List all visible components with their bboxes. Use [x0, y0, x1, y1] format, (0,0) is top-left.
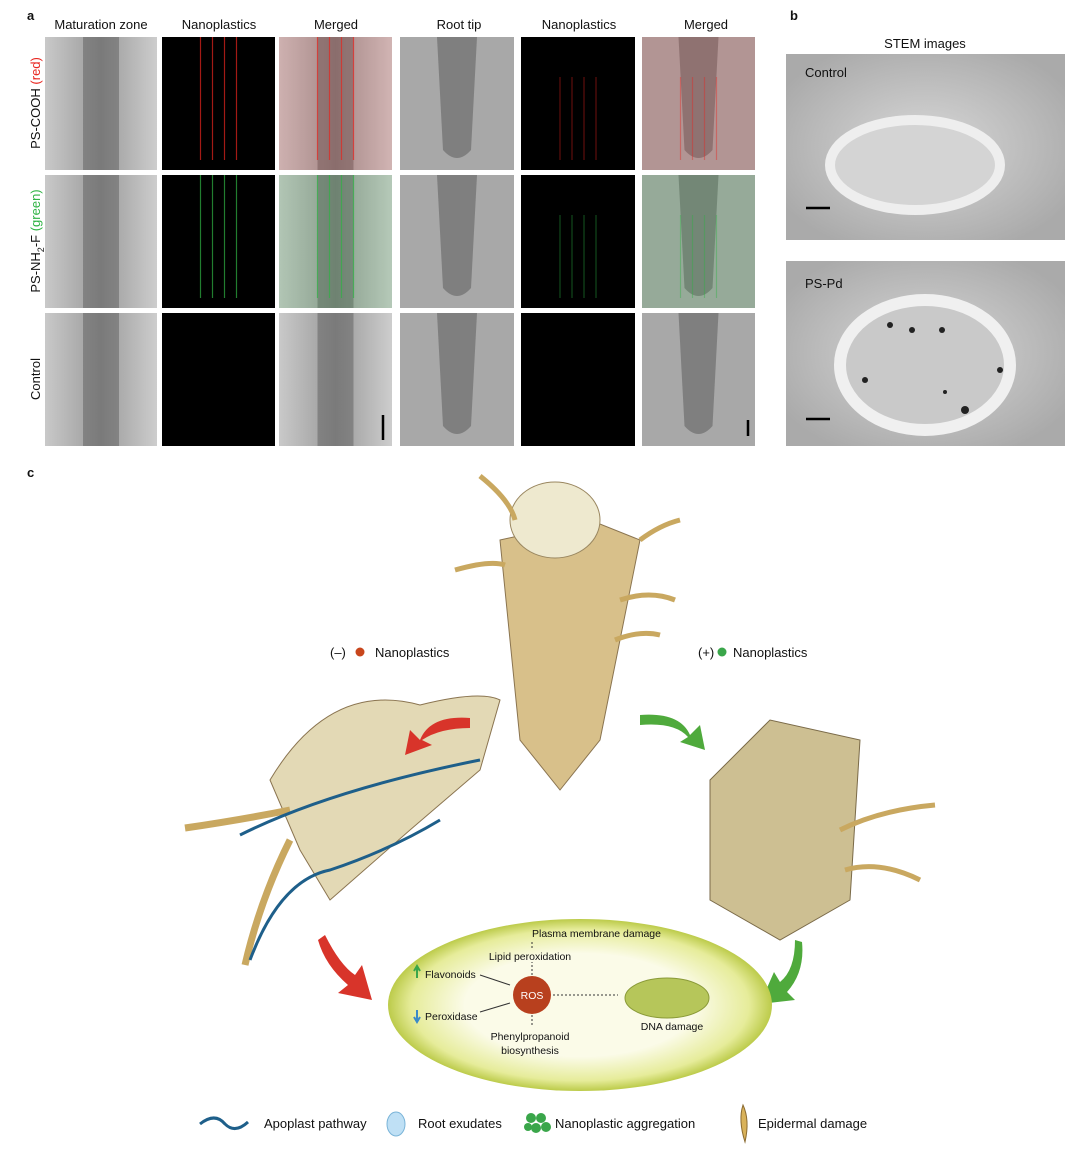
arrow — [318, 935, 372, 1000]
panel-c: c (–) Nanoplastics (+) Nanoplastics ROS … — [27, 465, 936, 1144]
column-header: Root tip — [437, 17, 482, 32]
root-hairs — [454, 474, 681, 643]
legend-label: Root exudates — [418, 1116, 502, 1131]
effect-label: Lipid peroxidation — [489, 951, 571, 963]
effect-label: Plasma membrane damage — [532, 928, 661, 940]
micrograph — [45, 37, 157, 170]
root-hairs — [838, 802, 936, 883]
panel-letter: b — [790, 8, 798, 23]
cell-outline — [825, 115, 1005, 215]
root-illustration — [709, 719, 861, 941]
panel-a: a Maturation zone Nanoplastics Merged Ro… — [27, 8, 755, 446]
micrograph — [279, 313, 392, 446]
effect-label: biosynthesis — [501, 1045, 559, 1057]
root-body — [83, 37, 119, 170]
root-body — [83, 313, 119, 446]
image-label: PS-Pd — [805, 276, 843, 291]
root-tip — [437, 175, 477, 296]
nanoplastic-dot — [355, 647, 365, 657]
panel-title: STEM images — [884, 36, 966, 51]
arrow — [405, 717, 470, 755]
column-header: Merged — [314, 17, 358, 32]
inhibit-arrows — [479, 974, 511, 1013]
legend-label: Nanoplastic aggregation — [555, 1116, 695, 1131]
nucleus — [624, 977, 710, 1019]
cell — [388, 919, 772, 1091]
nanoplastic-label: Nanoplastics — [375, 645, 450, 660]
legend-icon — [740, 1103, 748, 1144]
micrograph — [45, 175, 157, 308]
up-arrow — [413, 964, 421, 978]
pathway-arrows — [531, 940, 618, 1026]
root-illustration — [269, 695, 501, 901]
panel-letter: a — [27, 8, 35, 23]
legend-icon — [524, 1113, 551, 1133]
overlay — [279, 37, 392, 170]
legend-icon — [199, 1116, 250, 1130]
root-tip — [437, 313, 477, 434]
arrow — [640, 714, 705, 750]
column-header: Merged — [684, 17, 728, 32]
root-body — [317, 313, 354, 446]
effect-label: Phenylpropanoid — [491, 1031, 570, 1043]
root-body — [317, 175, 354, 308]
root-tip — [678, 175, 719, 296]
row-label: Control — [28, 358, 43, 400]
nanoplastic-label: Nanoplastics — [733, 645, 808, 660]
micrograph-grid — [45, 37, 755, 446]
root-hairs — [184, 806, 294, 966]
down-arrow — [413, 1010, 421, 1024]
column-header: Maturation zone — [54, 17, 147, 32]
column-header: Nanoplastics — [182, 17, 257, 32]
image-label: Control — [805, 65, 847, 80]
ros-circle — [513, 976, 551, 1014]
row-tag: (green) — [28, 189, 43, 231]
charge-sign: (+) — [698, 645, 714, 660]
arrow — [760, 940, 803, 1004]
nanoplastic-dot — [717, 647, 727, 657]
effect-label: Flavonoids — [425, 969, 476, 981]
apoplast — [239, 758, 481, 961]
column-header: Nanoplastics — [542, 17, 617, 32]
row-label-text: -F — [28, 231, 43, 247]
root-tip — [678, 37, 719, 158]
micrograph — [279, 175, 392, 308]
micrograph — [521, 37, 635, 170]
micrograph — [45, 313, 157, 446]
micrograph — [521, 313, 635, 446]
subscript: 2 — [36, 247, 46, 252]
root-body — [317, 37, 354, 170]
effect-label: Peroxidase — [425, 1011, 478, 1023]
overlay — [279, 175, 392, 308]
legend-icon — [386, 1111, 406, 1137]
root-tip — [437, 37, 477, 158]
row-label-text: PS-COOH — [28, 85, 43, 149]
root-illustration — [499, 519, 641, 791]
row-label: PS-NH2-F (green) — [28, 189, 46, 292]
micrograph — [162, 175, 275, 308]
row-label: PS-COOH (red) — [28, 57, 43, 149]
root-body — [83, 175, 119, 308]
panel-b: b STEM images Control PS-Pd — [786, 8, 1065, 446]
root-section — [509, 481, 601, 559]
legend-label: Epidermal damage — [758, 1116, 867, 1131]
overlay — [642, 37, 755, 170]
micrograph — [279, 37, 392, 170]
ros-label: ROS — [521, 990, 544, 1002]
root-tip — [678, 313, 719, 434]
cell-outline — [834, 294, 1016, 436]
micrograph — [162, 313, 275, 446]
micrograph — [521, 175, 635, 308]
particles — [862, 322, 1003, 414]
row-tag: (red) — [28, 57, 43, 84]
panel-letter: c — [27, 465, 34, 480]
legend-label: Apoplast pathway — [264, 1116, 367, 1131]
charge-sign: (–) — [330, 645, 346, 660]
overlay — [642, 175, 755, 308]
row-label-text: PS-NH — [28, 252, 43, 292]
effect-label: DNA damage — [641, 1021, 704, 1033]
micrograph — [162, 37, 275, 170]
